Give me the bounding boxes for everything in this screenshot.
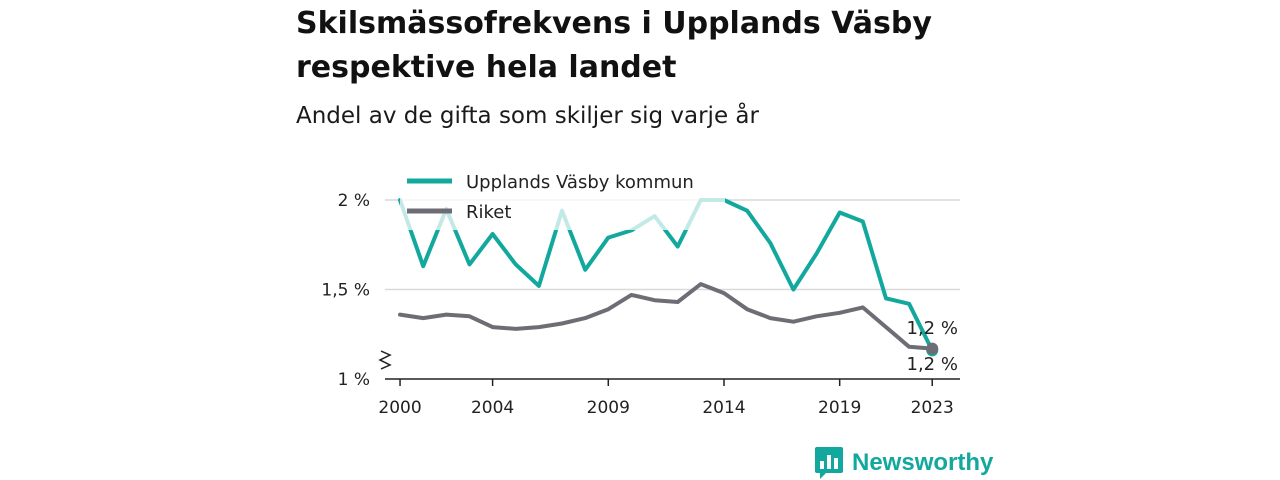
y-axis-break-icon (378, 350, 392, 370)
series-line-riket (398, 282, 935, 351)
x-tick-label: 2023 (911, 398, 954, 418)
chart-title: Skilsmässofrekvens i Upplands Väsby resp… (296, 6, 932, 85)
x-tick-label: 2000 (378, 398, 421, 418)
y-tick-label: 1 % (338, 370, 370, 390)
x-tick-label: 2009 (587, 398, 630, 418)
series-line-upplands-vasby (398, 198, 935, 353)
end-label-riket: 1,2 % (907, 354, 958, 375)
y-tick-label: 2 % (338, 191, 370, 211)
x-tick-label: 2019 (818, 398, 861, 418)
brand-name: Newsworthy (852, 449, 994, 476)
legend-label: Riket (466, 202, 511, 223)
x-tick-label: 2014 (702, 398, 745, 418)
brand-logo: Newsworthy (814, 446, 993, 480)
chart-subtitle: Andel av de gifta som skiljer sig varje … (296, 103, 759, 129)
y-tick-label: 1,5 % (321, 281, 370, 301)
legend-backdrop (400, 166, 725, 230)
x-tick-label: 2004 (471, 398, 514, 418)
newsworthy-logo-icon (815, 447, 843, 479)
legend-label: Upplands Väsby kommun (466, 172, 694, 193)
end-label-upplands-vasby: 1,2 % (907, 318, 958, 339)
end-marker-riket (926, 342, 939, 355)
